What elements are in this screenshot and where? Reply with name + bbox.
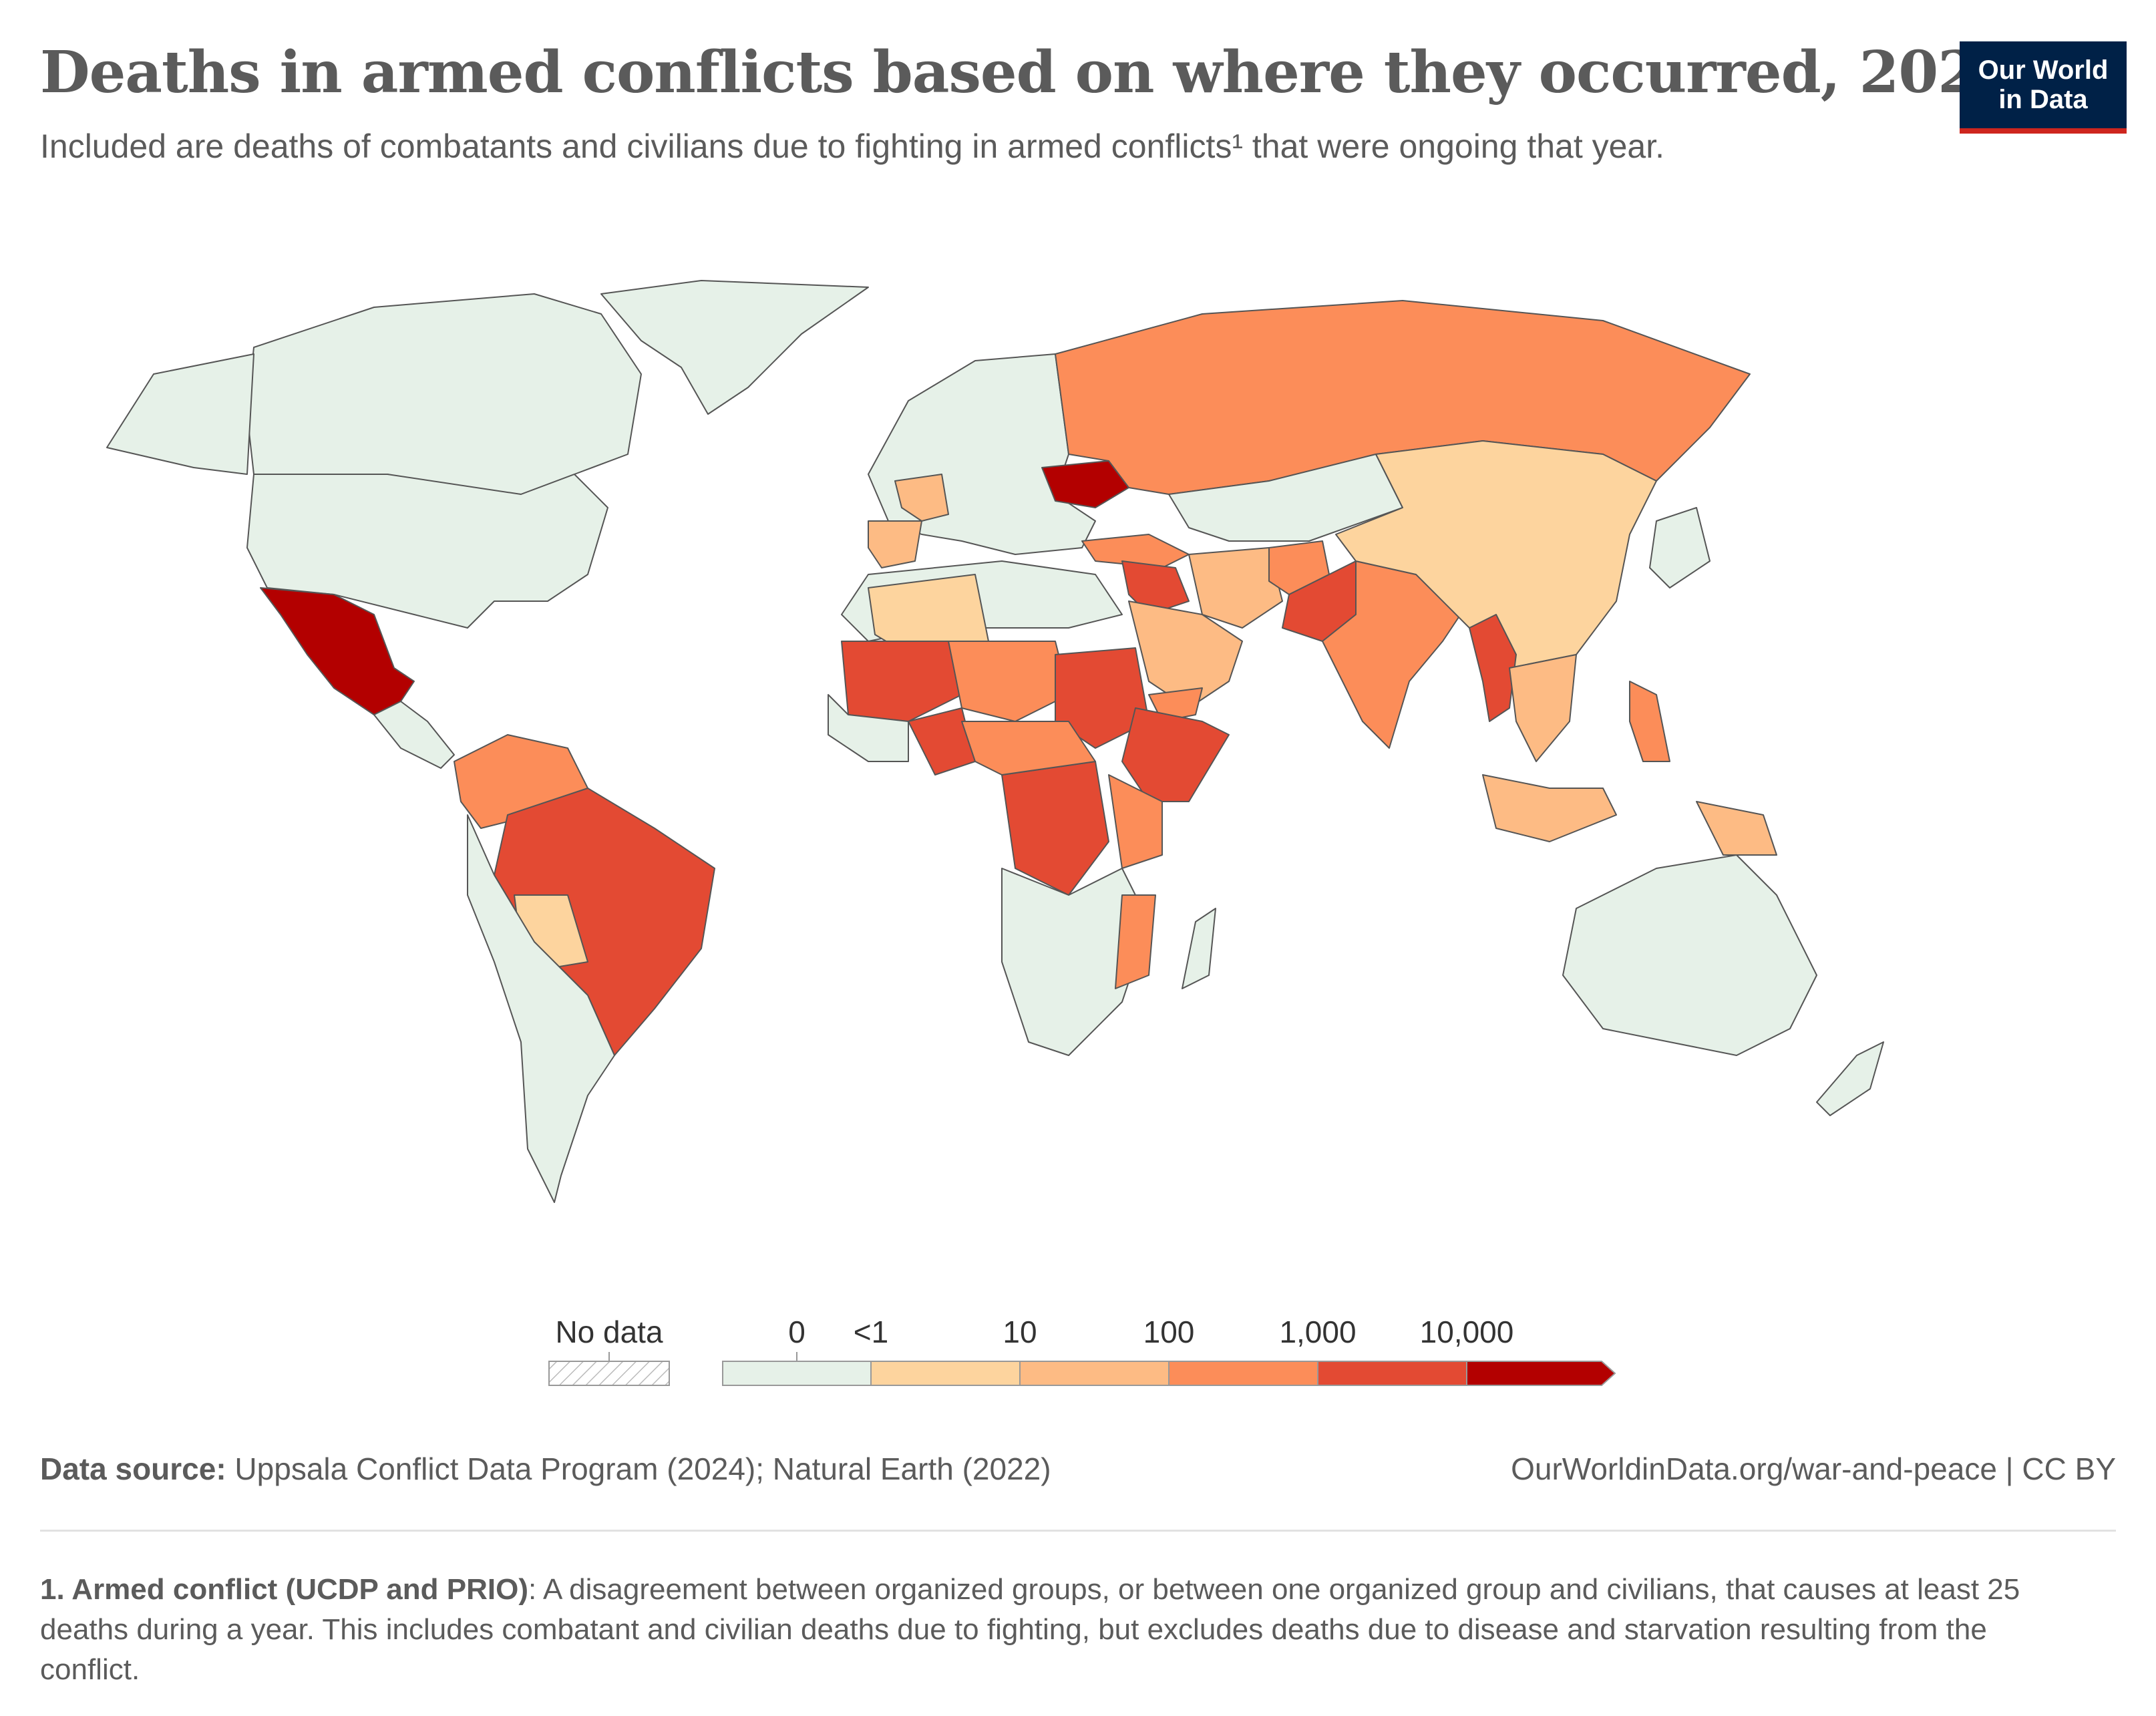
- legend-tick-10: 10: [1003, 1315, 1037, 1349]
- region-central-america[interactable]: [373, 701, 455, 769]
- region-iran[interactable]: [1188, 547, 1283, 629]
- region-southern-africa[interactable]: [1001, 868, 1149, 1056]
- data-source: Data source: Uppsala Conflict Data Progr…: [40, 1451, 1051, 1487]
- legend-bin-100[interactable]: [1168, 1361, 1318, 1386]
- region-philippines[interactable]: [1629, 681, 1670, 762]
- region-sahel[interactable]: [841, 641, 962, 722]
- region-greenland[interactable]: [600, 280, 869, 415]
- legend-tick-100: 100: [1143, 1315, 1195, 1349]
- region-west-coast[interactable]: [828, 694, 909, 762]
- footnote: 1. Armed conflict (UCDP and PRIO): A dis…: [40, 1570, 2030, 1690]
- region-arabia[interactable]: [1128, 600, 1243, 709]
- region-sudan[interactable]: [1055, 647, 1149, 749]
- source-url-link[interactable]: OurWorldinData.org/war-and-peace | CC BY: [1511, 1451, 2116, 1486]
- region-canada[interactable]: [246, 293, 642, 495]
- region-indonesia[interactable]: [1482, 774, 1617, 842]
- region-central-africa[interactable]: [961, 721, 1096, 776]
- region-myanmar[interactable]: [1469, 614, 1517, 722]
- owid-logo[interactable]: Our World in Data: [1960, 41, 2127, 134]
- region-alaska[interactable]: [106, 353, 254, 475]
- region-new-zealand[interactable]: [1816, 1041, 1884, 1116]
- region-southeast-asia[interactable]: [1509, 654, 1577, 762]
- region-ukraine[interactable]: [1041, 460, 1129, 508]
- legend-tick-0: 0: [788, 1315, 805, 1349]
- region-iberia[interactable]: [868, 520, 922, 568]
- legend-bin-10000[interactable]: [1466, 1361, 1616, 1386]
- map-legend: No data 0 <1 10 100 1,000 10,000: [548, 1315, 1616, 1386]
- region-france[interactable]: [894, 474, 949, 522]
- legend-bin-0[interactable]: [722, 1361, 872, 1386]
- legend-tick-10000: 10,000: [1420, 1315, 1514, 1349]
- chart-subtitle: Included are deaths of combatants and ci…: [40, 128, 1665, 165]
- region-horn[interactable]: [1121, 707, 1230, 802]
- footer-divider: [40, 1530, 2116, 1532]
- region-east-africa[interactable]: [1108, 774, 1163, 869]
- legend-bin-1000[interactable]: [1317, 1361, 1467, 1386]
- region-japan-korea[interactable]: [1649, 507, 1711, 588]
- legend-bin-10[interactable]: [1019, 1361, 1170, 1386]
- world-map: [106, 280, 1884, 1203]
- region-turkey-caucasus[interactable]: [1081, 534, 1190, 568]
- logo-line-1: Our World: [1978, 55, 2109, 85]
- region-southern-cone[interactable]: [467, 814, 615, 1203]
- region-australia[interactable]: [1562, 854, 1817, 1056]
- logo-line-2: in Data: [1998, 85, 2088, 114]
- region-niger-chad[interactable]: [948, 641, 1069, 722]
- legend-bin-lt1[interactable]: [870, 1361, 1021, 1386]
- legend-no-data-swatch[interactable]: [548, 1361, 670, 1386]
- data-source-text: Uppsala Conflict Data Program (2024); Na…: [226, 1451, 1051, 1486]
- legend-no-data-label: No data: [555, 1315, 663, 1349]
- region-madagascar[interactable]: [1182, 908, 1216, 989]
- data-source-label: Data source:: [40, 1451, 226, 1486]
- region-mozambique[interactable]: [1115, 894, 1156, 989]
- footnote-label: 1. Armed conflict (UCDP and PRIO): [40, 1573, 528, 1606]
- legend-tick-lt1: <1: [854, 1315, 888, 1349]
- region-new-guinea[interactable]: [1696, 801, 1777, 856]
- region-central-asia[interactable]: [1168, 454, 1403, 542]
- legend-tick-1000: 1,000: [1279, 1315, 1356, 1349]
- footnote-text: : A disagreement between organized group…: [40, 1573, 2020, 1686]
- chart-title: Deaths in armed conflicts based on where…: [40, 39, 2017, 106]
- region-nigeria[interactable]: [908, 707, 976, 776]
